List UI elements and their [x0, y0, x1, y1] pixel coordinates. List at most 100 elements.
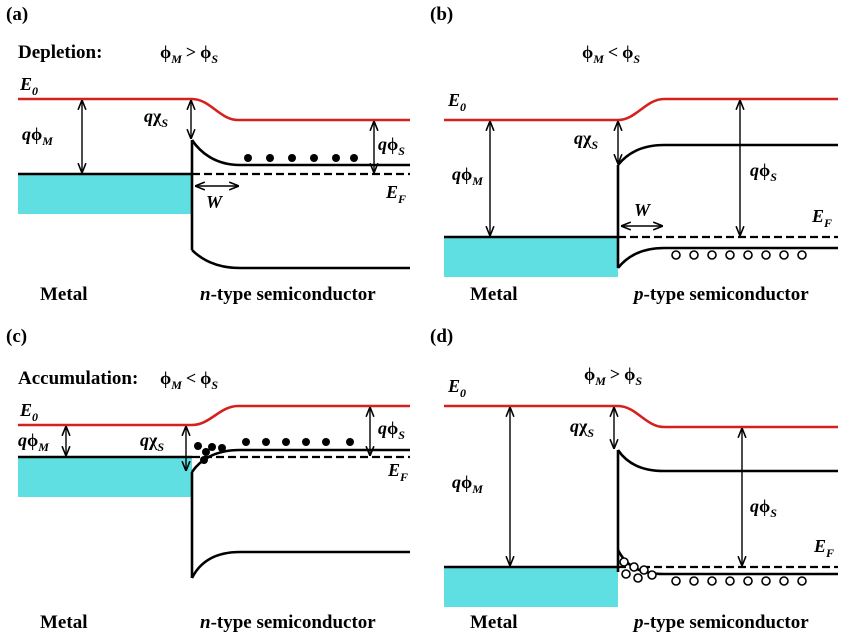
semiconductor-caption-c: n-type semiconductor: [200, 612, 376, 633]
panel-b-label: (b): [430, 4, 453, 25]
conduction-band-d: [616, 449, 838, 473]
qphi-s-label-b: qϕS: [750, 160, 777, 184]
metal-caption-b: Metal: [470, 284, 517, 305]
electron: [202, 448, 210, 456]
metal-caption-d: Metal: [470, 612, 517, 633]
hole: [725, 250, 735, 260]
panel-c-condition: Accumulation:: [18, 368, 138, 389]
vacuum-level-b: [444, 97, 838, 122]
valence-band-a: [191, 249, 410, 270]
w-label-a: W: [206, 192, 224, 212]
metal-caption-c: Metal: [40, 612, 87, 633]
hole: [761, 576, 771, 586]
hole: [743, 250, 753, 260]
hole: [633, 573, 643, 583]
electron: [332, 154, 340, 162]
e0-label-b: E0: [447, 90, 466, 114]
qphi-s-label-a: qϕS: [378, 134, 405, 158]
metal-fill-a: [18, 174, 192, 214]
electron: [242, 438, 250, 446]
electron: [208, 443, 216, 451]
qphi-m-label-c: qϕM: [18, 430, 49, 454]
panel-c: (c) Accumulation: ϕM < ϕS E0 qϕM qχS qϕS E…: [6, 326, 410, 633]
electrons-c: [194, 438, 354, 464]
hole: [797, 250, 807, 260]
electron: [266, 154, 274, 162]
ef-label-d: EF: [813, 536, 834, 560]
hole: [761, 250, 771, 260]
electron: [288, 154, 296, 162]
electron: [200, 456, 208, 464]
metal-fill-d: [444, 567, 618, 607]
qchi-s-label-d: qχS: [570, 416, 594, 440]
e0-label-a: E0: [19, 74, 38, 98]
qchi-s-label-c: qχS: [140, 430, 164, 454]
e0-label-c: E0: [19, 400, 38, 424]
hole: [689, 250, 699, 260]
panel-a-condition: Depletion:: [18, 42, 102, 63]
panel-a-relation: ϕM > ϕS: [160, 42, 218, 66]
electron: [322, 438, 330, 446]
vacuum-level-c: [18, 404, 410, 427]
holes-d: [619, 557, 807, 586]
valence-band-b: [616, 246, 838, 269]
hole: [707, 576, 717, 586]
qphi-m-label-a: qϕM: [22, 124, 53, 148]
panel-c-relation: ϕM < ϕS: [160, 368, 218, 392]
electron: [302, 438, 310, 446]
conduction-band-c: [190, 448, 410, 473]
valence-band-c: [190, 550, 410, 579]
panel-d: (d) ϕM > ϕS E0 qϕM qχS qϕS EF: [430, 326, 838, 633]
qphi-s-label-c: qϕS: [378, 418, 405, 442]
electron: [194, 442, 202, 450]
qchi-s-label-b: qχS: [574, 128, 598, 152]
hole: [779, 250, 789, 260]
ef-label-b: EF: [811, 206, 832, 230]
panel-b: (b) ϕM < ϕS E0 qϕM qχS qϕS W EF: [430, 4, 838, 305]
electron: [350, 154, 358, 162]
qphi-m-label-b: qϕM: [452, 164, 483, 188]
electrons-a: [244, 154, 358, 162]
hole: [725, 576, 735, 586]
semiconductor-caption-a: n-type semiconductor: [200, 284, 376, 305]
hole: [797, 576, 807, 586]
metal-fill-c: [18, 457, 192, 497]
hole: [621, 569, 631, 579]
hole: [639, 565, 649, 575]
hole: [629, 562, 639, 572]
metal-fill-b: [444, 237, 618, 277]
ef-label-a: EF: [385, 182, 406, 206]
semiconductor-caption-b: p-type semiconductor: [632, 284, 809, 305]
hole: [707, 250, 717, 260]
electron: [310, 154, 318, 162]
hole: [671, 250, 681, 260]
hole: [647, 570, 657, 580]
panel-d-relation: ϕM > ϕS: [584, 364, 642, 388]
vacuum-level-d: [444, 404, 838, 429]
electron: [282, 438, 290, 446]
metal-caption-a: Metal: [40, 284, 87, 305]
panel-b-relation: ϕM < ϕS: [582, 42, 640, 66]
panel-a-label: (a): [6, 4, 28, 25]
panel-a: (a) Depletion: ϕM > ϕS E0 qϕM qχS qϕS W EF: [6, 4, 410, 305]
qchi-s-label-a: qχS: [144, 106, 168, 130]
conduction-band-b: [616, 143, 838, 166]
conduction-band-a: [190, 139, 410, 167]
hole: [779, 576, 789, 586]
electron: [218, 444, 226, 452]
hole: [619, 557, 629, 567]
electron: [346, 438, 354, 446]
qphi-m-label-d: qϕM: [452, 472, 483, 496]
hole: [671, 576, 681, 586]
holes-b: [671, 250, 807, 260]
e0-label-d: E0: [447, 376, 466, 400]
panel-d-label: (d): [430, 326, 453, 347]
hole: [743, 576, 753, 586]
electron: [244, 154, 252, 162]
vacuum-level-a: [18, 97, 410, 122]
w-label-b: W: [634, 200, 652, 220]
ef-label-c: EF: [387, 460, 408, 484]
panel-c-label: (c): [6, 326, 27, 347]
hole: [689, 576, 699, 586]
electron: [262, 438, 270, 446]
